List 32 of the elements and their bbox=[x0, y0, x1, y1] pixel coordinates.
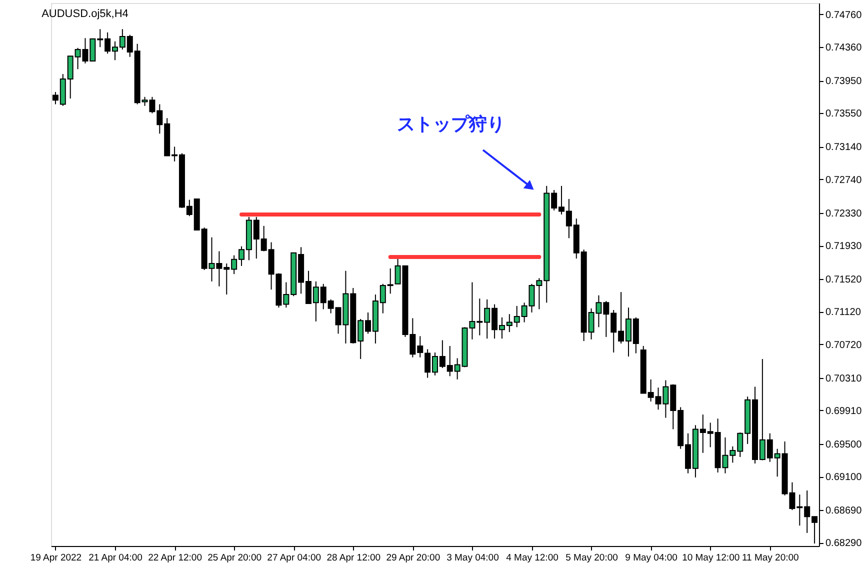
x-tick-label: 3 May 04:00 bbox=[446, 552, 499, 564]
y-tick-label: 0.69500 bbox=[826, 439, 862, 450]
y-tick-label: 0.73950 bbox=[826, 76, 862, 88]
y-tick-label: 0.71520 bbox=[826, 274, 862, 286]
x-tick-label: 25 Apr 20:00 bbox=[208, 552, 262, 564]
y-tick-label: 0.70720 bbox=[826, 340, 862, 351]
x-tick-label: 21 Apr 04:00 bbox=[88, 552, 142, 564]
x-tick-label: 11 May 20:00 bbox=[742, 552, 799, 564]
annotation: ストップ狩り bbox=[397, 114, 505, 134]
x-tick-label: 10 May 12:00 bbox=[682, 552, 740, 564]
y-tick-label: 0.74760 bbox=[826, 10, 862, 21]
y-tick-label: 0.72740 bbox=[826, 174, 862, 186]
x-tick-label: 19 Apr 2022 bbox=[30, 552, 82, 564]
y-tick-label: 0.73550 bbox=[826, 108, 862, 120]
x-tick-label: 28 Apr 12:00 bbox=[326, 552, 381, 564]
y-tick-label: 0.71930 bbox=[826, 241, 862, 252]
y-tick-label: 0.68290 bbox=[826, 538, 862, 550]
y-tick-label: 0.71120 bbox=[826, 307, 862, 318]
x-tick-label: 29 Apr 20:00 bbox=[386, 552, 440, 564]
y-tick-label: 0.69100 bbox=[826, 472, 862, 484]
y-tick-label: 0.70310 bbox=[826, 373, 862, 384]
x-tick-label: 22 Apr 12:00 bbox=[148, 552, 202, 564]
y-tick-label: 0.69910 bbox=[826, 406, 862, 417]
y-tick-label: 0.68690 bbox=[826, 506, 862, 517]
x-tick-label: 4 May 12:00 bbox=[506, 552, 558, 564]
y-tick-label: 0.74360 bbox=[826, 42, 862, 54]
x-tick-label: 5 May 20:00 bbox=[566, 552, 618, 564]
x-tick-label: 9 May 04:00 bbox=[625, 552, 678, 564]
chart-title: AUDUSD.oj5k,H4 bbox=[42, 8, 128, 20]
x-tick-label: 27 Apr 04:00 bbox=[267, 552, 322, 564]
y-tick-label: 0.72330 bbox=[826, 208, 862, 220]
y-tick-label: 0.73140 bbox=[826, 142, 862, 154]
